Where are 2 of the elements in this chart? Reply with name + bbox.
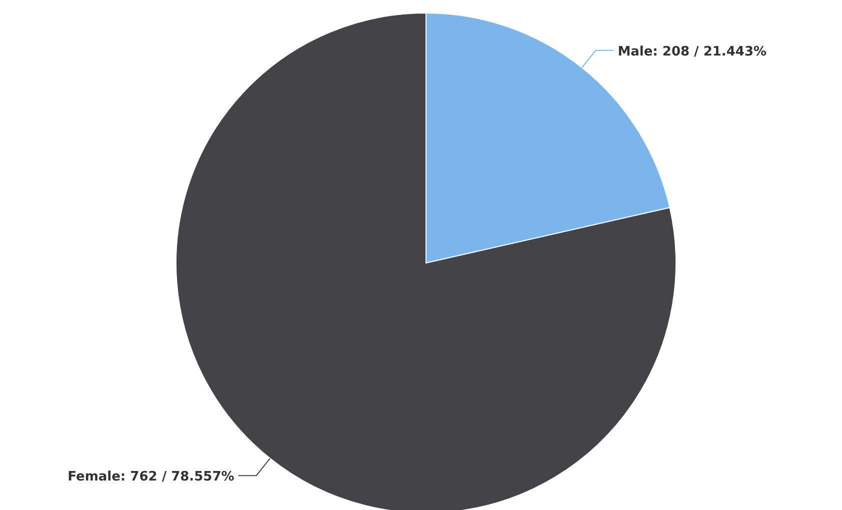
slice-label: Male: 208 / 21.443% [618,44,767,60]
slice-label: Female: 762 / 78.557% [68,470,234,485]
